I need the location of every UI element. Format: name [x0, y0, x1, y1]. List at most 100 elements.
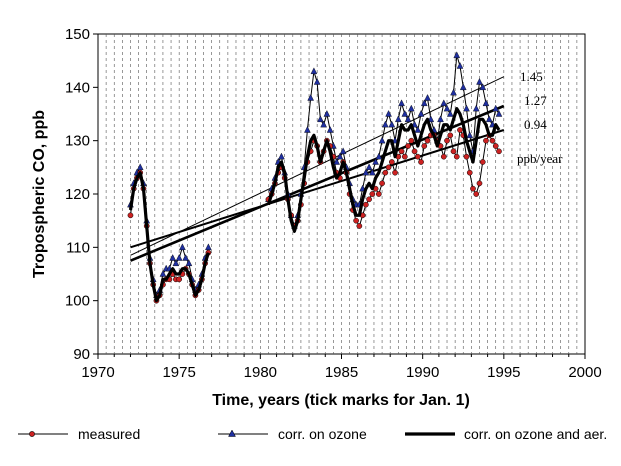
ozone-point: [320, 120, 327, 128]
axis-ticks: 1970 1975 1980 1985 1990 1995 2000 90 100 110 120 1…: [65, 26, 602, 381]
ozone-point: [440, 99, 448, 107]
measured-point: [414, 153, 421, 160]
measured-point: [392, 169, 398, 176]
ozone-point: [182, 254, 189, 261]
ozone-point: [453, 51, 461, 59]
measured-point: [447, 132, 454, 139]
ozone-point: [424, 94, 431, 101]
measured-point: [375, 191, 382, 197]
measured-point: [457, 127, 463, 133]
trend-label-1: 1.45: [520, 69, 543, 84]
ozone-point: [437, 115, 444, 123]
measured-point: [453, 153, 460, 160]
measured-point: [421, 143, 428, 149]
ozone-point: [169, 254, 176, 261]
measured-point: [408, 137, 415, 144]
ozone-point: [414, 126, 422, 133]
ozone-point: [485, 115, 493, 123]
ozone-point: [372, 158, 379, 165]
x-tick-label: 1995: [487, 364, 520, 381]
x-tick-label: 1980: [244, 364, 277, 381]
y-tick-label: 90: [73, 346, 90, 363]
legend-measured-marker: [29, 431, 35, 437]
legend-ozone-label: corr. on ozone: [278, 426, 367, 442]
measured-point: [379, 180, 385, 187]
ozone-point: [369, 168, 376, 176]
x-tick-label: 1975: [162, 364, 195, 381]
ozone-point: [463, 104, 470, 112]
ozone-point: [388, 120, 396, 128]
measured-point: [398, 148, 405, 155]
ozone-point: [443, 104, 451, 112]
y-axis-title: Tropospheric CO, ppb: [31, 110, 48, 278]
ozone-point: [385, 110, 392, 117]
measured-point: [424, 137, 431, 144]
y-tick-label: 130: [65, 133, 90, 150]
trend-unit-label: ppb/year: [517, 151, 563, 166]
ozone-point: [310, 67, 318, 75]
measured-point: [476, 180, 483, 187]
measured-point: [492, 143, 499, 149]
ozone-point: [378, 136, 386, 144]
ozone-point: [492, 104, 500, 112]
legend: measured corr. on ozone corr. on ozone a…: [18, 426, 607, 442]
y-tick-label: 150: [65, 26, 90, 43]
trend-label-3: 0.94: [524, 117, 547, 132]
measured-point: [366, 196, 372, 203]
ozone-point: [375, 152, 383, 160]
measured-point: [470, 185, 476, 192]
ozone-point: [472, 104, 480, 112]
ozone-point: [339, 147, 347, 155]
measured-point: [385, 164, 392, 171]
trend-label-2: 1.27: [524, 93, 547, 108]
ozone-point: [479, 83, 487, 91]
measured-point: [369, 191, 376, 197]
trend-line-1: [130, 76, 505, 256]
ozone-point: [313, 78, 321, 85]
ozone-point: [326, 126, 334, 133]
measured-point: [353, 217, 359, 224]
measured-point: [127, 212, 134, 219]
y-tick-label: 120: [65, 186, 90, 203]
measured-point: [496, 148, 502, 155]
ozone-point: [450, 88, 457, 96]
data-series: [127, 51, 503, 304]
measured-point: [450, 148, 457, 155]
y-tick-label: 140: [65, 79, 90, 96]
measured-point: [483, 137, 489, 144]
ozone-point: [482, 99, 490, 107]
measured-point: [466, 169, 473, 176]
ozone-point: [398, 99, 405, 107]
ozone-point: [185, 259, 193, 267]
x-tick-label: 2000: [568, 364, 601, 381]
y-tick-label: 100: [65, 293, 90, 310]
ozone-point: [466, 131, 474, 139]
ozone-point: [417, 110, 425, 117]
measured-point: [418, 159, 424, 165]
series-ozone-line: [267, 54, 500, 227]
ozone-point: [495, 110, 503, 117]
ozone-point: [407, 104, 415, 112]
series-ozone-aer-line: [128, 171, 210, 303]
measured-point: [440, 153, 447, 160]
ozone-point: [456, 62, 464, 69]
ozone-point: [307, 94, 314, 101]
ozone-point: [333, 158, 340, 165]
y-tick-label: 110: [66, 239, 90, 256]
ozone-point: [175, 254, 183, 261]
ozone-point: [459, 83, 467, 91]
ozone-point: [365, 163, 373, 171]
ozone-point: [404, 115, 412, 123]
ozone-point: [304, 126, 311, 133]
x-tick-label: 1990: [406, 364, 439, 381]
measured-point: [405, 143, 411, 149]
legend-ozone-marker: [228, 429, 236, 437]
ozone-point: [446, 110, 454, 117]
measured-point: [382, 169, 389, 176]
ozone-point: [401, 110, 409, 117]
ozone-point: [317, 115, 324, 123]
ozone-point: [420, 99, 428, 107]
x-tick-label: 1970: [81, 364, 114, 381]
measured-point: [411, 148, 418, 155]
